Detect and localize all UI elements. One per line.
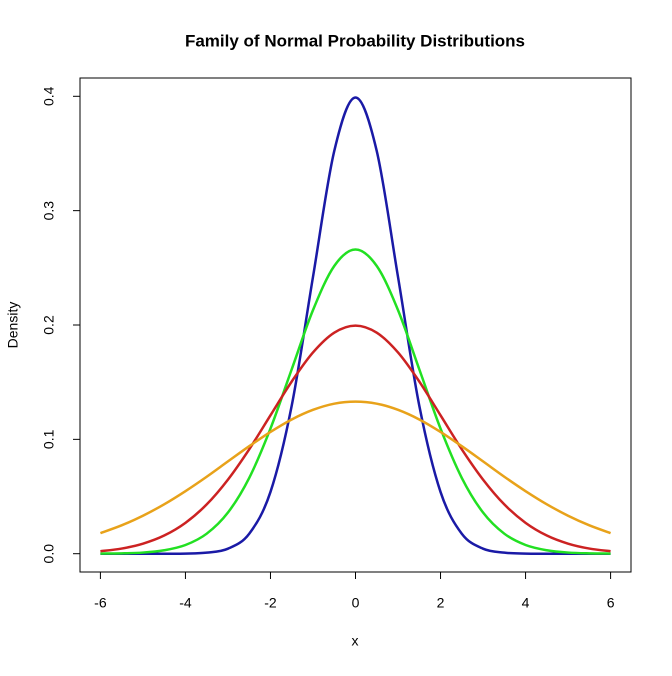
x-tick-label: 4 xyxy=(522,595,530,611)
y-axis-label: Density xyxy=(5,302,21,349)
y-tick-label: 0.4 xyxy=(41,86,57,106)
y-tick-label: 0.2 xyxy=(41,315,57,335)
x-tick-label: 6 xyxy=(607,595,615,611)
x-tick-label: -2 xyxy=(264,595,277,611)
x-tick-label: 2 xyxy=(437,595,445,611)
y-tick-label: 0.1 xyxy=(41,429,57,449)
y-tick-label: 0.0 xyxy=(41,544,57,564)
line-series xyxy=(100,248,611,555)
line-series xyxy=(99,400,612,535)
x-tick-label: -4 xyxy=(179,595,192,611)
y-tick-label: 0.3 xyxy=(41,201,57,221)
line-series xyxy=(100,324,611,553)
x-tick-label: -6 xyxy=(94,595,107,611)
line-series xyxy=(100,96,611,555)
x-axis-label: x xyxy=(352,633,359,649)
chart-title: Family of Normal Probability Distributio… xyxy=(185,31,525,50)
x-tick-label: 0 xyxy=(352,595,360,611)
